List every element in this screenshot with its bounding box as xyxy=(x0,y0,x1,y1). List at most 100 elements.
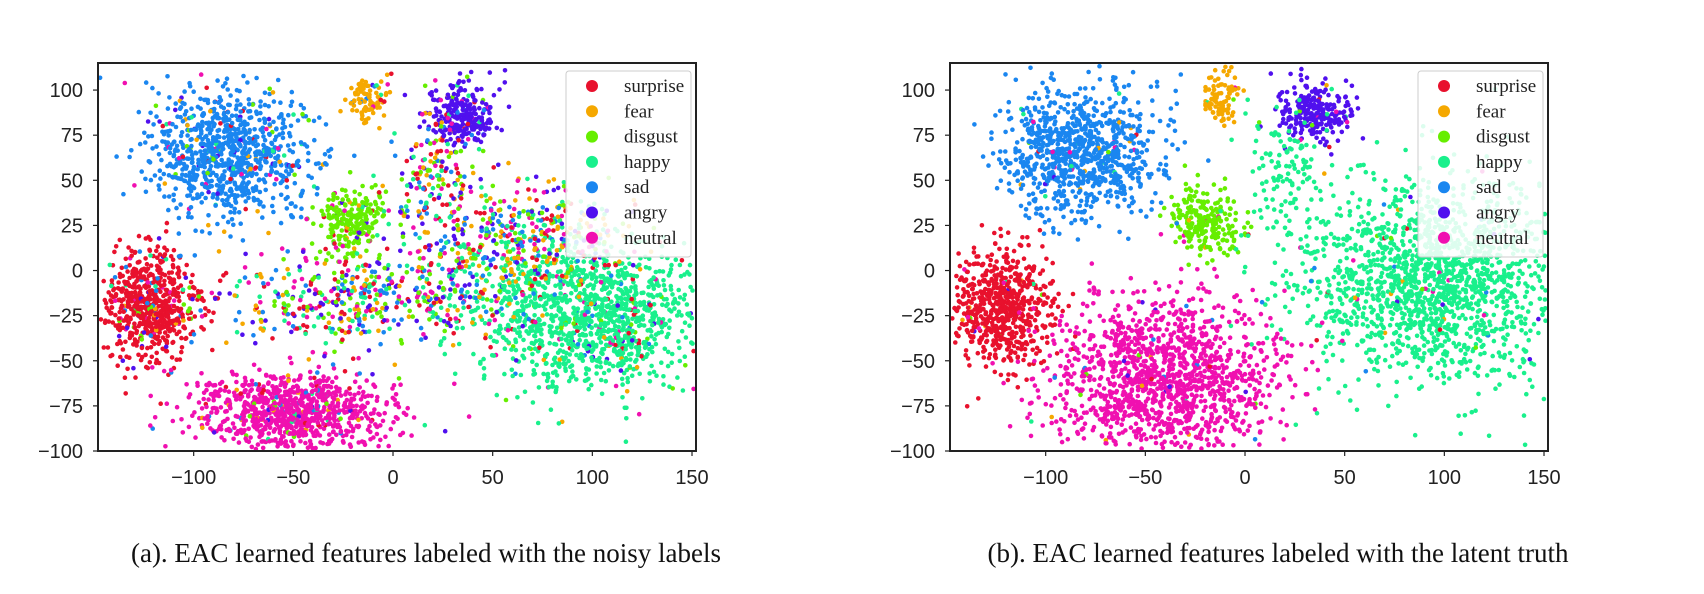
data-point xyxy=(185,193,190,199)
data-point xyxy=(675,375,680,380)
data-point xyxy=(493,232,499,238)
data-point xyxy=(687,262,693,268)
data-point xyxy=(152,415,158,420)
data-point xyxy=(677,262,683,268)
data-point xyxy=(531,368,537,373)
data-point xyxy=(690,341,695,346)
data-point xyxy=(550,362,555,368)
data-point xyxy=(132,289,138,295)
data-point xyxy=(510,217,516,223)
data-point xyxy=(615,332,620,337)
data-point xyxy=(266,131,272,137)
data-point xyxy=(637,267,643,272)
data-point xyxy=(148,263,154,268)
data-point xyxy=(369,393,374,399)
data-point xyxy=(453,316,459,321)
data-point xyxy=(349,280,355,286)
data-point xyxy=(185,133,190,138)
data-point xyxy=(234,87,240,93)
data-point xyxy=(528,268,534,274)
data-point xyxy=(474,272,479,278)
data-point xyxy=(625,379,631,385)
data-point xyxy=(559,297,565,303)
data-point xyxy=(292,378,297,383)
data-point xyxy=(677,345,682,351)
data-point xyxy=(326,438,332,444)
data-point xyxy=(546,384,552,390)
data-point xyxy=(377,309,383,315)
data-point xyxy=(229,192,235,197)
data-point xyxy=(329,288,334,294)
data-point xyxy=(368,211,374,216)
data-point xyxy=(153,324,159,330)
data-point xyxy=(225,110,231,115)
data-point xyxy=(554,373,560,378)
data-point xyxy=(329,329,334,335)
data-point xyxy=(188,149,194,154)
data-point xyxy=(516,325,522,330)
data-point xyxy=(203,195,208,201)
data-point xyxy=(616,286,621,292)
data-point xyxy=(679,258,685,263)
data-point xyxy=(539,339,544,345)
data-point xyxy=(286,272,292,277)
data-point xyxy=(226,102,231,108)
data-point xyxy=(358,404,364,410)
data-point xyxy=(280,135,286,141)
data-point xyxy=(363,213,369,219)
data-point xyxy=(625,320,631,325)
data-point xyxy=(139,354,145,360)
data-point xyxy=(322,152,328,157)
data-point xyxy=(245,121,250,127)
data-point xyxy=(323,415,329,421)
data-point xyxy=(264,126,269,132)
data-point xyxy=(245,408,250,414)
data-point xyxy=(555,185,561,191)
data-point xyxy=(570,341,576,347)
data-point xyxy=(132,325,138,331)
data-point xyxy=(637,300,643,305)
data-point xyxy=(414,285,420,291)
data-point xyxy=(117,271,123,277)
data-point xyxy=(654,282,659,287)
data-point xyxy=(624,307,629,312)
data-point xyxy=(253,416,259,422)
data-point xyxy=(230,372,236,377)
data-point xyxy=(185,308,191,314)
data-point xyxy=(221,214,226,220)
data-point xyxy=(356,230,362,236)
data-point xyxy=(382,410,388,416)
data-point xyxy=(624,389,630,394)
data-point xyxy=(300,111,305,117)
data-point xyxy=(541,321,547,327)
data-point xyxy=(176,231,182,236)
data-point xyxy=(333,214,339,220)
data-point xyxy=(536,385,542,390)
data-point xyxy=(215,128,220,134)
data-point xyxy=(225,219,231,225)
data-point xyxy=(166,207,171,213)
data-point xyxy=(479,185,484,190)
data-point xyxy=(645,328,650,333)
data-point xyxy=(502,80,508,85)
data-point xyxy=(313,380,319,385)
data-point xyxy=(364,277,370,283)
data-point xyxy=(322,261,328,266)
data-point xyxy=(248,115,254,120)
data-point xyxy=(139,345,145,351)
data-point xyxy=(310,430,316,436)
data-point xyxy=(397,263,403,269)
data-point xyxy=(554,295,560,301)
data-point xyxy=(394,304,399,310)
data-point xyxy=(380,200,386,206)
data-point xyxy=(226,157,231,162)
data-point xyxy=(431,114,437,119)
data-point xyxy=(249,173,254,179)
data-point xyxy=(352,189,358,195)
data-point xyxy=(263,318,268,323)
data-point xyxy=(150,365,155,370)
data-point xyxy=(189,115,194,120)
data-point xyxy=(589,382,594,388)
data-point xyxy=(211,123,216,129)
data-point xyxy=(594,371,599,376)
